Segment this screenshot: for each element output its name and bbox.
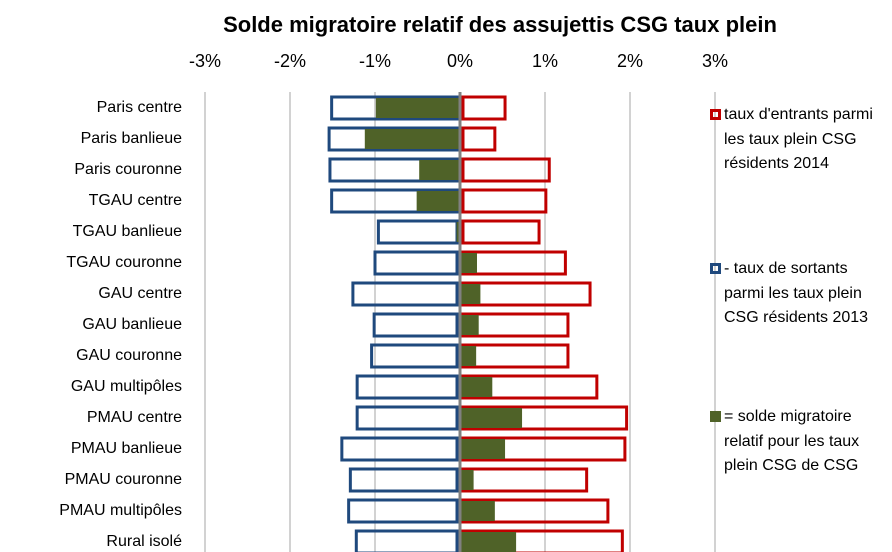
bar xyxy=(461,157,551,183)
x-tick-label: -2% xyxy=(274,51,306,71)
bar xyxy=(461,250,567,276)
category-label: Paris banlieue xyxy=(81,130,183,147)
x-tick-label: -3% xyxy=(189,51,221,71)
bar xyxy=(460,377,493,397)
category-label: Rural isolé xyxy=(106,533,182,550)
bar xyxy=(460,346,477,366)
bar xyxy=(460,284,481,304)
category-label: GAU multipôles xyxy=(71,378,182,395)
bar xyxy=(354,529,459,552)
category-label: PMAU couronne xyxy=(65,471,182,488)
bar xyxy=(351,281,459,307)
bar xyxy=(340,436,459,462)
category-label: PMAU centre xyxy=(87,409,182,426)
bar xyxy=(461,219,541,245)
x-tick-label: 1% xyxy=(532,51,558,71)
legend-swatch xyxy=(710,109,721,120)
category-label: Paris centre xyxy=(97,99,182,116)
bar xyxy=(416,191,460,211)
legend-item: = solde migratoire relatif pour les taux… xyxy=(708,405,890,479)
bar xyxy=(355,374,459,400)
bar xyxy=(460,501,495,521)
bar xyxy=(364,129,460,149)
bar xyxy=(372,312,459,338)
bar xyxy=(376,219,459,245)
bar xyxy=(460,315,479,335)
x-tick-label: -1% xyxy=(359,51,391,71)
bar xyxy=(461,188,548,214)
bar xyxy=(461,343,570,369)
bar xyxy=(461,281,592,307)
bar xyxy=(460,408,523,428)
bar xyxy=(370,343,459,369)
x-tick-label: 0% xyxy=(447,51,473,71)
bar xyxy=(460,532,517,552)
category-label: TGAU centre xyxy=(89,192,182,209)
bar xyxy=(456,222,460,242)
bar xyxy=(461,126,497,152)
bar xyxy=(348,467,459,493)
x-tick-label: 2% xyxy=(617,51,643,71)
category-label: GAU banlieue xyxy=(82,316,182,333)
bar xyxy=(419,160,460,180)
category-label: PMAU banlieue xyxy=(71,440,182,457)
legend-swatch xyxy=(710,411,721,422)
bar xyxy=(373,250,459,276)
legend-item: - taux de sortants parmi les taux plein … xyxy=(708,257,890,331)
bar xyxy=(460,253,477,273)
category-label: GAU centre xyxy=(98,285,182,302)
category-label: GAU couronne xyxy=(76,347,182,364)
legend-label: - taux de sortants parmi les taux plein … xyxy=(724,260,869,326)
legend-label: = solde migratoire relatif pour les taux… xyxy=(724,408,860,474)
bar xyxy=(461,467,589,493)
category-label: Paris couronne xyxy=(74,161,182,178)
bar xyxy=(355,405,459,431)
legend-item: taux d'entrants parmi les taux plein CSG… xyxy=(708,103,890,177)
category-label: TGAU banlieue xyxy=(73,223,182,240)
bar xyxy=(460,439,506,459)
legend-swatch xyxy=(710,263,721,274)
bar xyxy=(461,95,507,121)
category-label: TGAU couronne xyxy=(66,254,182,271)
category-label: PMAU multipôles xyxy=(59,502,182,519)
x-tick-label: 3% xyxy=(702,51,728,71)
bar xyxy=(461,312,570,338)
bar xyxy=(375,98,460,118)
legend-label: taux d'entrants parmi les taux plein CSG… xyxy=(724,106,873,172)
bar xyxy=(347,498,459,524)
bar xyxy=(460,470,474,490)
chart-title: Solde migratoire relatif des assujettis … xyxy=(223,12,777,37)
